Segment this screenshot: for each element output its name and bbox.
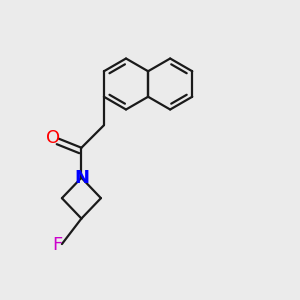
Text: O: O	[46, 129, 61, 147]
Text: N: N	[74, 169, 89, 187]
Text: F: F	[52, 236, 62, 254]
